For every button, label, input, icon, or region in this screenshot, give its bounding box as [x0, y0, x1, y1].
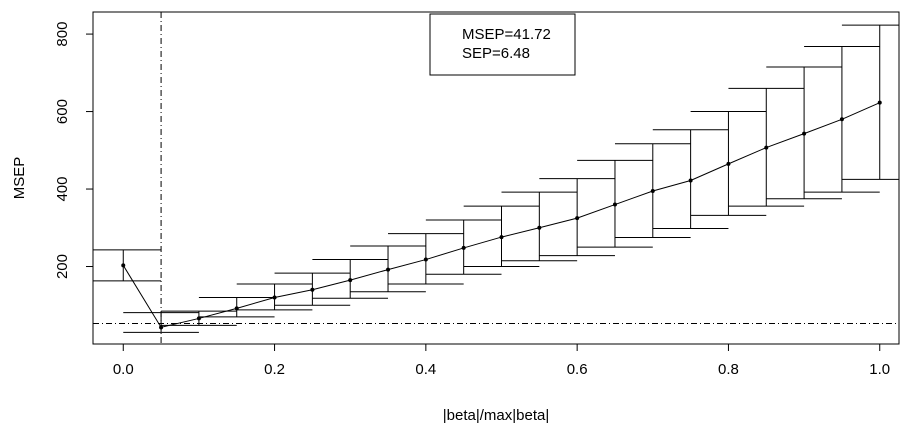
point [310, 287, 315, 292]
plot-box [92, 11, 900, 345]
x-tick-label: 0.8 [718, 361, 739, 378]
point [764, 145, 769, 150]
point [839, 117, 844, 122]
x-tick-label: 1.0 [869, 361, 890, 378]
point [121, 263, 126, 268]
point [272, 295, 277, 300]
legend-text: SEP=6.48 [462, 45, 530, 62]
point [877, 100, 882, 105]
y-tick-label: 600 [54, 99, 71, 124]
error-bar [841, 24, 899, 180]
error-bar [93, 249, 162, 282]
y-axis-label: MSEP [11, 157, 28, 200]
legend-box [429, 13, 576, 76]
point [461, 245, 466, 250]
point [386, 267, 391, 272]
point [688, 178, 693, 183]
x-tick-label: 0.2 [264, 361, 285, 378]
legend-text: MSEP=41.72 [462, 26, 551, 43]
point [575, 216, 580, 221]
point [234, 306, 239, 311]
point [802, 131, 807, 136]
point [650, 188, 655, 193]
point [499, 235, 504, 240]
y-tick-label: 400 [54, 177, 71, 202]
error-bar [123, 312, 199, 333]
x-axis-label: |beta|/max|beta| [443, 407, 549, 424]
point [159, 325, 164, 330]
point [423, 257, 428, 262]
point [348, 278, 353, 283]
y-tick-label: 800 [54, 22, 71, 47]
y-tick-label: 200 [54, 254, 71, 279]
x-tick-label: 0.6 [567, 361, 588, 378]
x-tick-label: 0.4 [415, 361, 436, 378]
point [726, 161, 731, 166]
point [196, 316, 201, 321]
point [612, 202, 617, 207]
x-tick-label: 0.0 [113, 361, 134, 378]
point [537, 225, 542, 230]
